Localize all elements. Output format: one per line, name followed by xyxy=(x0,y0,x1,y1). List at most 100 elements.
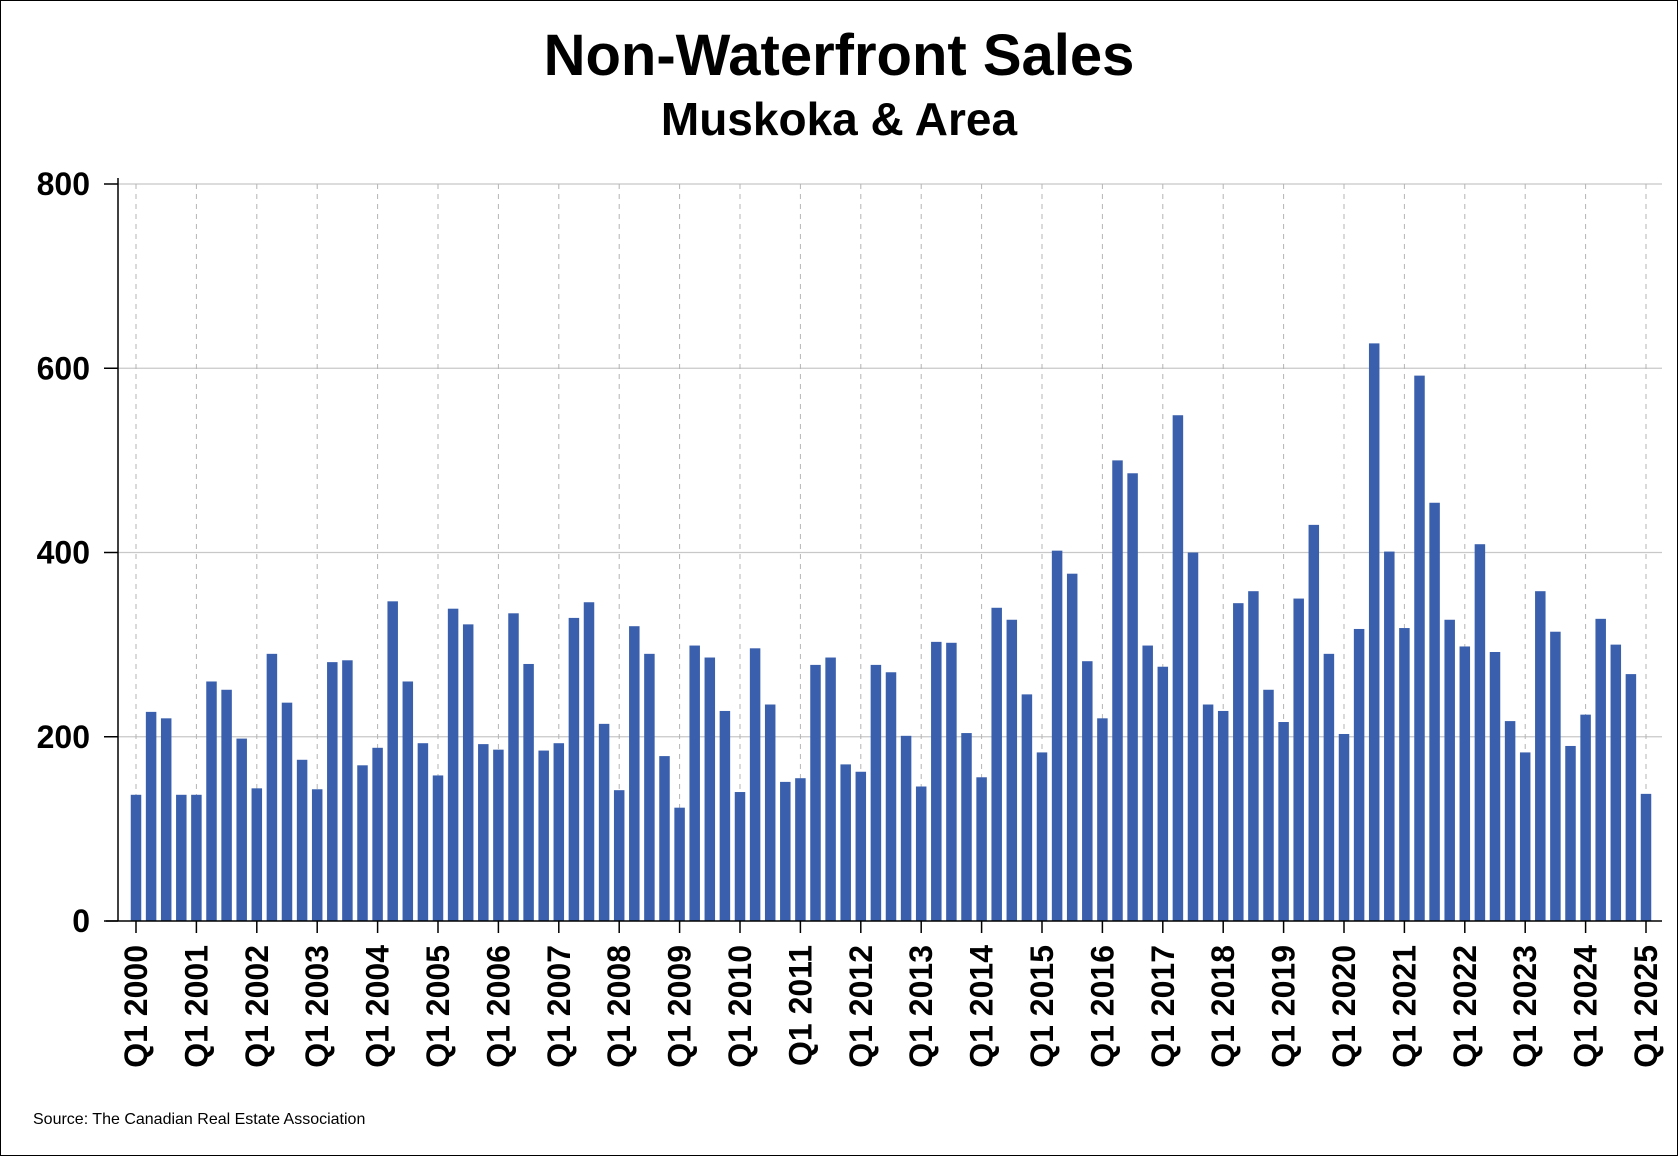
y-tick-label: 600 xyxy=(37,350,90,386)
chart-subtitle: Muskoka & Area xyxy=(660,93,1018,145)
bar xyxy=(1580,714,1591,921)
bar xyxy=(206,681,217,921)
bar xyxy=(1384,551,1395,921)
bar xyxy=(1368,343,1380,922)
bar xyxy=(1565,745,1576,921)
chart-title: Non-Waterfront Sales xyxy=(543,23,1135,88)
bar xyxy=(659,756,670,921)
bar xyxy=(311,789,323,921)
bar xyxy=(462,624,474,921)
bar xyxy=(387,601,398,921)
bar xyxy=(900,735,912,921)
source-note: Source: The Canadian Real Estate Associa… xyxy=(33,1111,366,1128)
x-tick-label: Q1 2007 xyxy=(541,945,577,1068)
x-tick-label: Q1 2009 xyxy=(662,945,698,1068)
bar xyxy=(160,718,172,921)
bar xyxy=(946,642,957,921)
bar xyxy=(236,738,247,921)
x-tick-label: Q1 2022 xyxy=(1447,945,1483,1068)
bar xyxy=(478,744,489,921)
bar xyxy=(1429,502,1440,921)
bar xyxy=(1248,591,1259,921)
bar xyxy=(1112,460,1123,921)
x-tick-label: Q1 2016 xyxy=(1084,945,1120,1068)
bar xyxy=(825,657,836,921)
bar xyxy=(402,681,414,921)
bar xyxy=(493,749,504,921)
bar xyxy=(523,663,534,921)
x-tick-label: Q1 2024 xyxy=(1568,945,1604,1068)
bar xyxy=(1504,721,1516,921)
bar xyxy=(749,648,761,921)
x-tick-label: Q1 2004 xyxy=(360,945,396,1068)
bar xyxy=(780,781,791,921)
bar xyxy=(296,759,308,921)
bar xyxy=(840,764,851,921)
bar xyxy=(1202,704,1214,921)
bar xyxy=(1278,722,1289,921)
bar xyxy=(221,689,232,921)
bar xyxy=(1338,733,1350,921)
bar xyxy=(598,723,610,921)
bar xyxy=(417,743,429,921)
x-tick-label: Q1 2005 xyxy=(420,945,456,1068)
x-tick-label: Q1 2000 xyxy=(118,945,154,1068)
bar xyxy=(553,743,565,921)
bar xyxy=(1308,524,1320,921)
bar xyxy=(734,792,746,921)
bar xyxy=(1097,718,1108,921)
bar xyxy=(357,765,368,921)
y-tick-label: 200 xyxy=(37,719,90,755)
bar xyxy=(1233,603,1244,921)
bar xyxy=(1127,473,1138,921)
bar xyxy=(613,790,625,921)
x-tick-label: Q1 2023 xyxy=(1507,945,1543,1068)
bar xyxy=(689,645,700,921)
bar xyxy=(1519,752,1531,921)
bar xyxy=(674,807,685,921)
bar xyxy=(1444,619,1455,921)
bar xyxy=(538,750,549,921)
bar xyxy=(1051,550,1063,921)
bar xyxy=(1323,653,1335,921)
bar xyxy=(1217,710,1229,921)
bar xyxy=(915,786,927,921)
bar xyxy=(568,617,580,921)
bar xyxy=(1610,644,1622,921)
x-tick-label: Q1 2017 xyxy=(1145,945,1181,1068)
bar xyxy=(1006,619,1018,921)
x-tick-label: Q1 2013 xyxy=(903,945,939,1068)
bar xyxy=(191,794,202,921)
bar xyxy=(176,794,187,921)
x-tick-label: Q1 2014 xyxy=(964,945,1000,1068)
x-tick-label: Q1 2003 xyxy=(299,945,335,1068)
bar xyxy=(870,664,882,921)
bar xyxy=(855,771,867,921)
bar xyxy=(1157,666,1169,921)
bar xyxy=(327,662,338,921)
bar xyxy=(1353,628,1365,921)
bar xyxy=(508,613,519,921)
y-tick-label: 0 xyxy=(72,903,90,939)
bar xyxy=(342,660,353,921)
bar xyxy=(1550,631,1561,921)
bar xyxy=(644,653,655,921)
bar xyxy=(704,657,716,921)
bar xyxy=(961,733,972,921)
bar xyxy=(432,775,444,921)
bar xyxy=(266,653,278,921)
bar xyxy=(1293,598,1304,921)
bar xyxy=(991,607,1002,921)
bar xyxy=(1414,375,1425,921)
x-tick-label: Q1 2025 xyxy=(1628,945,1664,1068)
x-tick-label: Q1 2015 xyxy=(1024,945,1060,1068)
bar xyxy=(372,747,383,921)
bar xyxy=(281,702,293,921)
x-tick-label: Q1 2018 xyxy=(1205,945,1241,1068)
bar xyxy=(251,788,263,921)
bar xyxy=(810,664,821,921)
bar xyxy=(1263,689,1274,921)
bar xyxy=(1474,544,1486,921)
